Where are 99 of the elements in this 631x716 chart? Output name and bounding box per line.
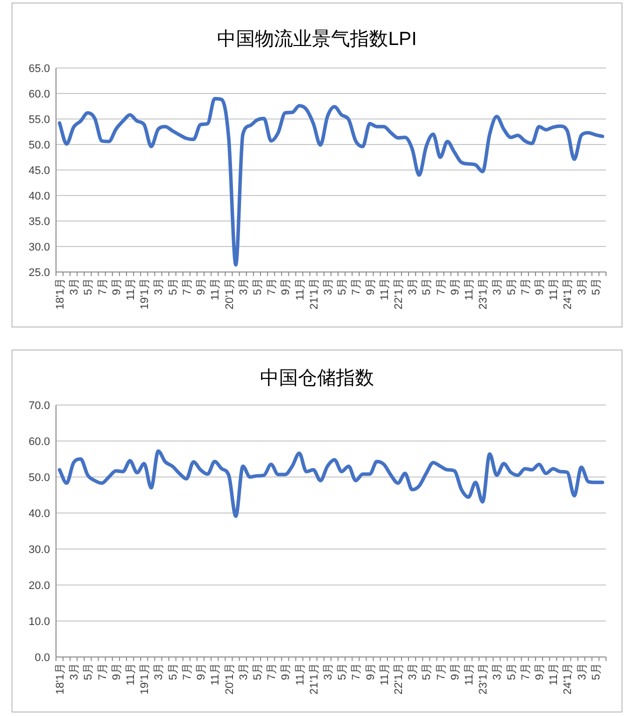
x-tick-label: 11月 <box>548 278 560 300</box>
x-tick-label: 5月 <box>252 278 264 296</box>
x-tick-label: 3月 <box>153 663 166 680</box>
x-tick-label: 11月 <box>464 278 476 300</box>
y-tick-label: 35.0 <box>28 216 50 228</box>
x-tick-label: 5月 <box>82 663 95 680</box>
y-tick-label: 30.0 <box>28 242 50 254</box>
x-tick-label: 19'1月 <box>139 663 152 694</box>
x-tick-label: 11月 <box>210 278 222 300</box>
x-tick-label: 5月 <box>336 278 349 296</box>
x-tick-label: 5月 <box>167 663 180 680</box>
x-tick-label: 5月 <box>252 663 264 680</box>
x-tick-label: 9月 <box>534 278 546 296</box>
x-tick-label: 3月 <box>68 278 81 296</box>
x-tick-label: 5月 <box>590 278 602 296</box>
x-tick-label: 7月 <box>435 278 448 296</box>
x-tick-label: 3月 <box>407 278 420 296</box>
y-tick-label: 40.0 <box>28 508 50 520</box>
chart-title: 中国仓储指数 <box>260 368 374 389</box>
y-tick-label: 30.0 <box>28 544 50 556</box>
x-tick-label: 7月 <box>181 278 194 296</box>
x-tick-label: 5月 <box>82 278 95 296</box>
y-tick-label: 10.0 <box>28 616 50 628</box>
y-tick-label: 55.0 <box>28 114 50 126</box>
x-tick-label: 11月 <box>210 663 222 686</box>
x-tick-label: 22'1月 <box>392 278 405 310</box>
x-tick-label: 7月 <box>520 278 532 296</box>
x-tick-label: 9月 <box>534 663 546 680</box>
x-tick-label: 9月 <box>110 278 123 296</box>
x-tick-label: 23'1月 <box>478 278 490 310</box>
x-tick-label: 5月 <box>590 663 602 680</box>
x-tick-label: 11月 <box>548 663 560 686</box>
x-tick-label: 9月 <box>196 663 208 680</box>
x-tick-label: 3月 <box>407 663 420 680</box>
x-tick-label: 3月 <box>153 278 166 296</box>
x-tick-label: 5月 <box>336 663 349 680</box>
y-tick-label: 60.0 <box>28 436 50 448</box>
x-tick-label: 11月 <box>378 278 391 300</box>
x-tick-label: 5月 <box>506 278 518 296</box>
x-tick-label: 7月 <box>350 663 363 680</box>
x-tick-label: 7月 <box>181 663 194 680</box>
x-tick-label: 7月 <box>96 278 109 296</box>
x-tick-label: 9月 <box>280 663 292 680</box>
x-tick-label: 22'1月 <box>392 663 405 694</box>
x-tick-label: 9月 <box>449 663 462 680</box>
x-tick-label: 3月 <box>576 663 588 680</box>
x-tick-label: 3月 <box>576 278 588 296</box>
y-tick-label: 50.0 <box>28 472 50 484</box>
x-tick-label: 5月 <box>421 278 434 296</box>
x-tick-label: 19'1月 <box>139 278 152 310</box>
chart-title: 中国物流业景气指数LPI <box>217 28 417 50</box>
x-tick-label: 3月 <box>238 663 250 680</box>
y-tick-label: 0.0 <box>34 652 50 664</box>
x-tick-label: 7月 <box>96 663 109 680</box>
x-tick-label: 20'1月 <box>224 663 236 694</box>
line-series <box>58 96 604 267</box>
x-tick-label: 21'1月 <box>308 278 320 310</box>
y-tick-label: 40.0 <box>28 190 50 202</box>
x-tick-label: 3月 <box>322 663 334 680</box>
x-tick-label: 9月 <box>364 278 377 296</box>
x-tick-label: 23'1月 <box>478 663 490 694</box>
x-tick-label: 11月 <box>294 663 306 686</box>
x-tick-label: 3月 <box>238 278 250 296</box>
y-tick-label: 45.0 <box>28 165 50 177</box>
x-tick-label: 7月 <box>266 663 278 680</box>
x-tick-label: 7月 <box>435 663 448 680</box>
x-tick-label: 11月 <box>125 278 138 300</box>
x-tick-label: 3月 <box>492 278 504 296</box>
x-tick-label: 9月 <box>196 278 208 296</box>
x-tick-label: 20'1月 <box>224 278 236 310</box>
x-tick-label: 7月 <box>350 278 363 296</box>
x-tick-label: 24'1月 <box>562 278 574 310</box>
y-tick-label: 20.0 <box>28 580 50 592</box>
x-tick-label: 3月 <box>322 278 334 296</box>
x-tick-label: 18'1月 <box>54 663 67 694</box>
y-tick-label: 65.0 <box>28 63 50 75</box>
x-tick-label: 5月 <box>167 278 180 296</box>
x-tick-label: 11月 <box>378 663 391 686</box>
x-tick-label: 11月 <box>464 663 476 686</box>
x-tick-label: 3月 <box>68 663 81 680</box>
x-tick-label: 18'1月 <box>54 278 67 310</box>
y-tick-label: 70.0 <box>28 400 50 412</box>
x-tick-label: 5月 <box>421 663 434 680</box>
x-tick-label: 9月 <box>364 663 377 680</box>
x-tick-label: 7月 <box>266 278 278 296</box>
x-tick-label: 9月 <box>280 278 292 296</box>
x-tick-label: 11月 <box>294 278 306 300</box>
x-tick-label: 11月 <box>125 663 138 686</box>
line-series <box>58 449 604 518</box>
x-tick-label: 9月 <box>110 663 123 680</box>
x-tick-label: 3月 <box>492 663 504 680</box>
y-tick-label: 50.0 <box>28 140 50 152</box>
x-tick-label: 9月 <box>449 278 462 296</box>
y-tick-label: 60.0 <box>28 88 50 100</box>
y-tick-label: 25.0 <box>28 267 50 279</box>
x-tick-label: 21'1月 <box>308 663 320 694</box>
x-tick-label: 7月 <box>520 663 532 680</box>
x-tick-label: 24'1月 <box>562 663 574 694</box>
x-tick-label: 5月 <box>506 663 518 680</box>
